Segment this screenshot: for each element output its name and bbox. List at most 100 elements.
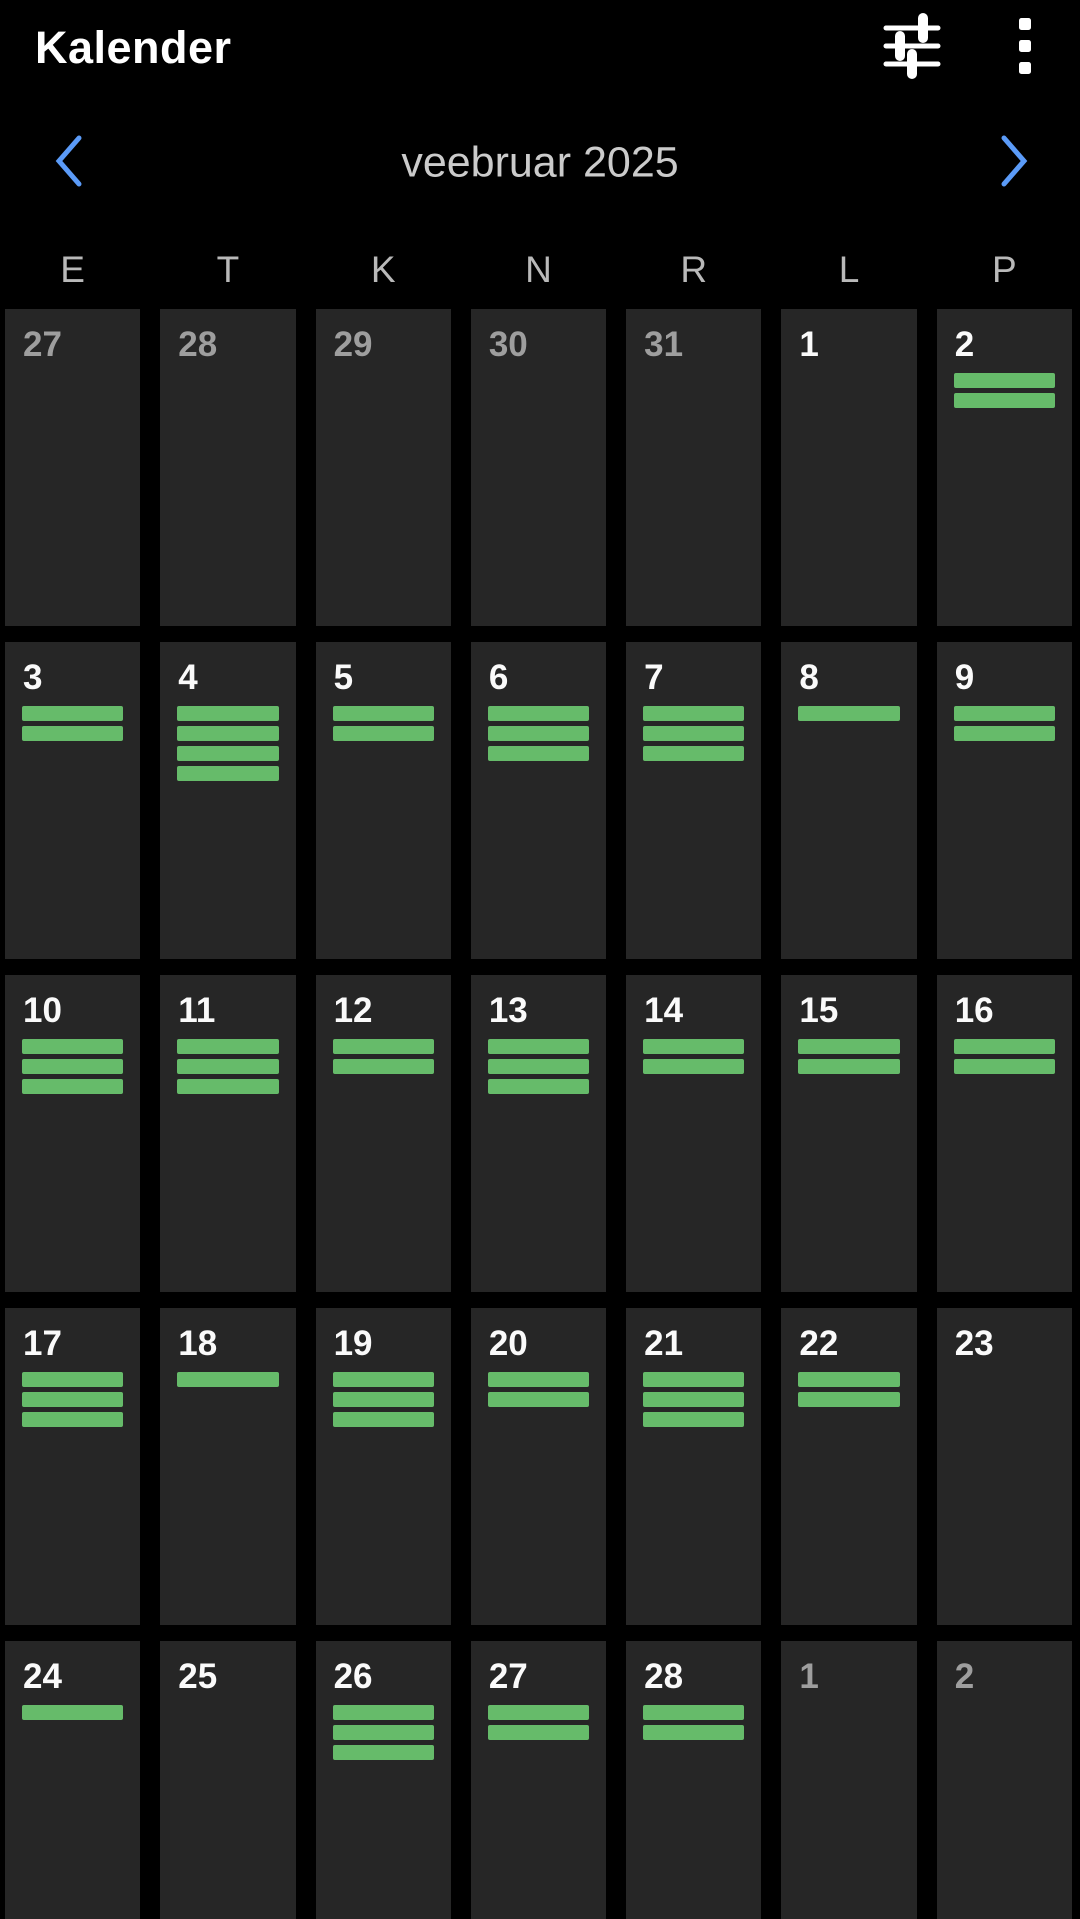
day-number: 15 bbox=[799, 991, 839, 1030]
event-bar bbox=[332, 1059, 434, 1074]
weekday-label: T bbox=[216, 248, 240, 290]
day-number: 30 bbox=[488, 325, 528, 364]
day-cell[interactable]: 17 bbox=[5, 1308, 141, 1625]
day-cell[interactable]: 7 bbox=[626, 642, 762, 959]
day-cell[interactable]: 14 bbox=[626, 975, 762, 1292]
day-number: 1 bbox=[799, 1657, 819, 1696]
day-cell[interactable]: 24 bbox=[5, 1641, 141, 1919]
overflow-menu-icon bbox=[1018, 17, 1032, 80]
event-bar bbox=[332, 1725, 434, 1740]
day-number: 19 bbox=[333, 1324, 373, 1363]
event-bar bbox=[643, 726, 745, 741]
tune-button[interactable] bbox=[876, 12, 948, 84]
event-bar bbox=[177, 706, 279, 721]
overflow-menu-button[interactable] bbox=[993, 12, 1057, 84]
day-cell[interactable]: 11 bbox=[160, 975, 296, 1292]
day-cell[interactable]: 2 bbox=[936, 309, 1072, 626]
day-cell[interactable]: 30 bbox=[470, 309, 607, 626]
day-number: 31 bbox=[644, 325, 684, 364]
day-number: 26 bbox=[333, 1657, 373, 1696]
day-number: 12 bbox=[333, 991, 373, 1030]
day-cell[interactable]: 15 bbox=[781, 975, 917, 1292]
day-cell[interactable]: 31 bbox=[626, 309, 762, 626]
day-number: 5 bbox=[333, 658, 354, 697]
day-cell[interactable]: 13 bbox=[470, 975, 607, 1292]
event-bar bbox=[22, 726, 124, 741]
day-number: 17 bbox=[23, 1324, 62, 1363]
weekday-label: R bbox=[680, 248, 708, 290]
event-bar bbox=[798, 1392, 900, 1407]
day-cell[interactable]: 19 bbox=[315, 1308, 451, 1625]
event-bar bbox=[643, 1412, 745, 1427]
event-bar bbox=[22, 1392, 124, 1407]
event-bar bbox=[487, 1039, 590, 1054]
day-number: 1 bbox=[799, 325, 819, 364]
day-cell[interactable]: 27 bbox=[5, 309, 141, 626]
day-cell[interactable]: 12 bbox=[315, 975, 451, 1292]
day-cell[interactable]: 18 bbox=[160, 1308, 296, 1625]
day-cell[interactable]: 9 bbox=[936, 642, 1072, 959]
day-cell[interactable]: 28 bbox=[626, 1641, 762, 1919]
event-bar bbox=[643, 1392, 745, 1407]
day-cell[interactable]: 20 bbox=[470, 1308, 607, 1625]
day-cell[interactable]: 23 bbox=[936, 1308, 1072, 1625]
day-cell[interactable]: 2 bbox=[936, 1641, 1072, 1919]
week-row: 24 25 26 27 28 1 2 bbox=[5, 1641, 1072, 1919]
chevron-right-icon bbox=[994, 132, 1034, 195]
app-title: Kalender bbox=[35, 22, 232, 73]
day-cell[interactable]: 5 bbox=[315, 642, 451, 959]
event-bar bbox=[22, 1412, 124, 1427]
event-bar bbox=[487, 1372, 590, 1387]
day-cell[interactable]: 10 bbox=[5, 975, 141, 1292]
week-row: 27 28 29 30 31 1 2 bbox=[5, 309, 1072, 626]
day-number: 28 bbox=[178, 325, 218, 364]
day-cell[interactable]: 3 bbox=[5, 642, 141, 959]
day-number: 4 bbox=[178, 658, 198, 697]
event-bar bbox=[798, 1059, 900, 1074]
event-bar bbox=[22, 1079, 124, 1094]
day-number: 21 bbox=[644, 1324, 684, 1363]
day-number: 16 bbox=[954, 991, 994, 1030]
event-bar bbox=[643, 1059, 745, 1074]
day-cell[interactable]: 28 bbox=[160, 309, 296, 626]
day-cell[interactable]: 16 bbox=[936, 975, 1072, 1292]
day-cell[interactable]: 8 bbox=[781, 642, 917, 959]
day-cell[interactable]: 1 bbox=[781, 1641, 917, 1919]
weekday-label: L bbox=[838, 248, 860, 290]
day-number: 7 bbox=[644, 658, 664, 697]
day-number: 9 bbox=[954, 658, 975, 697]
event-bar bbox=[177, 1079, 279, 1094]
event-bar bbox=[177, 766, 279, 781]
tune-icon bbox=[883, 12, 941, 84]
day-cell[interactable]: 4 bbox=[160, 642, 296, 959]
day-number: 11 bbox=[178, 991, 216, 1030]
event-bar bbox=[953, 726, 1055, 741]
event-bar bbox=[332, 1705, 434, 1720]
event-bar bbox=[177, 746, 279, 761]
day-number: 23 bbox=[954, 1324, 994, 1363]
day-number: 13 bbox=[488, 991, 528, 1030]
day-cell[interactable]: 25 bbox=[160, 1641, 296, 1919]
event-bar bbox=[177, 1372, 279, 1387]
month-label[interactable]: veebruar 2025 bbox=[401, 138, 679, 187]
event-bar bbox=[487, 706, 590, 721]
day-number: 28 bbox=[644, 1657, 684, 1696]
month-nav: veebruar 2025 bbox=[0, 96, 1080, 230]
event-bar bbox=[798, 1039, 900, 1054]
previous-month-button[interactable] bbox=[41, 127, 97, 199]
day-cell[interactable]: 1 bbox=[781, 309, 917, 626]
day-cell[interactable]: 6 bbox=[470, 642, 607, 959]
weekday-header-row: E T K N R L P bbox=[5, 230, 1072, 309]
event-bar bbox=[487, 1079, 590, 1094]
day-cell[interactable]: 26 bbox=[315, 1641, 451, 1919]
day-number: 8 bbox=[799, 658, 819, 697]
day-cell[interactable]: 21 bbox=[626, 1308, 762, 1625]
week-row: 3 4 5 6 7 8 9 bbox=[5, 642, 1072, 959]
day-number: 14 bbox=[644, 991, 684, 1030]
day-cell[interactable]: 22 bbox=[781, 1308, 917, 1625]
next-month-button[interactable] bbox=[986, 127, 1042, 199]
weekday-label: N bbox=[525, 248, 552, 290]
day-number: 20 bbox=[488, 1324, 528, 1363]
day-cell[interactable]: 27 bbox=[470, 1641, 607, 1919]
day-cell[interactable]: 29 bbox=[315, 309, 451, 626]
